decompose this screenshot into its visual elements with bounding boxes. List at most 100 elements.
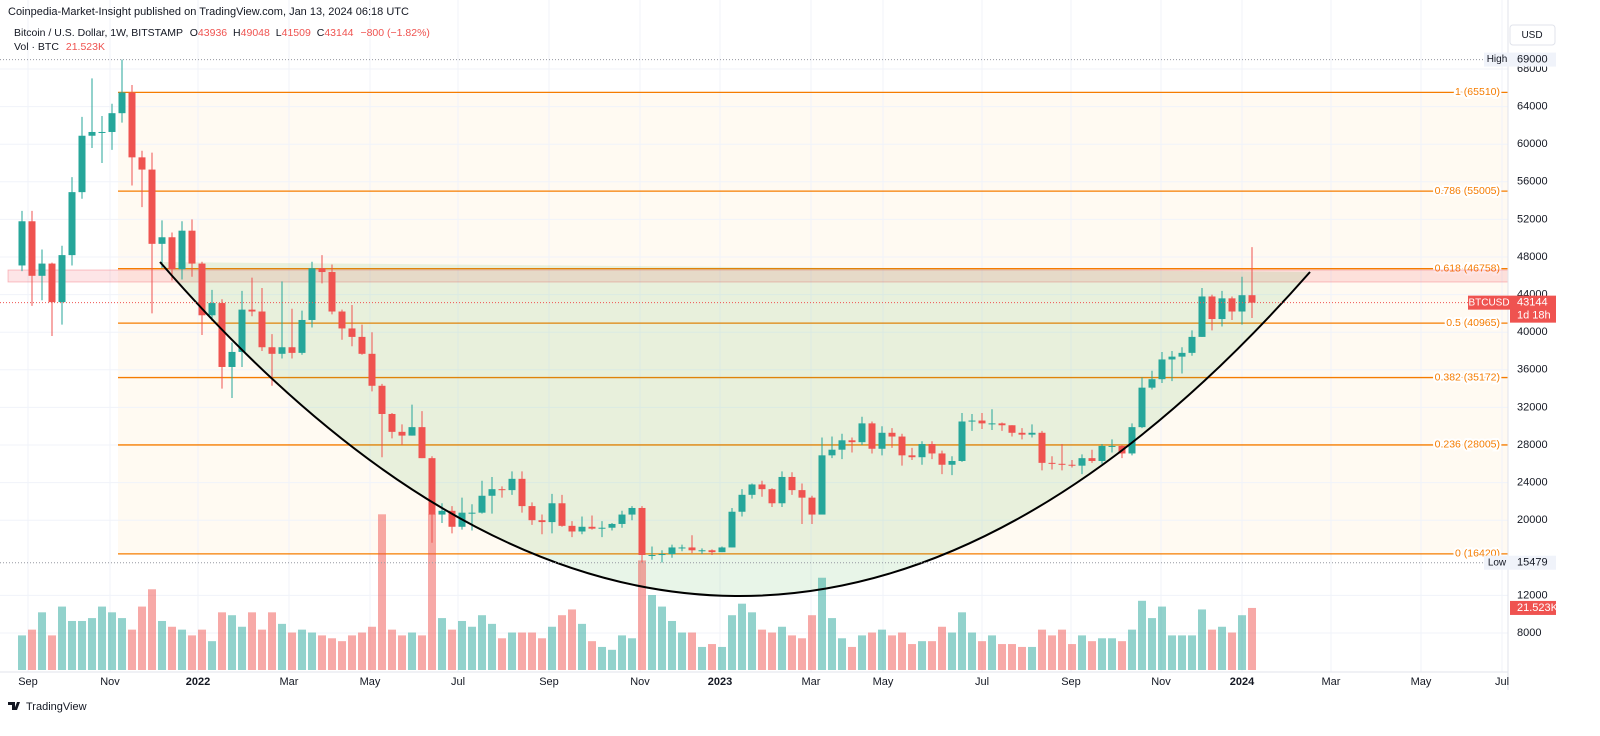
volume-bar	[848, 646, 856, 670]
volume-value: 21.523K	[66, 41, 105, 53]
candle-body	[138, 157, 146, 170]
candle-body	[848, 440, 856, 443]
volume-bar	[648, 595, 656, 670]
volume-bar	[1018, 646, 1026, 670]
price-levels	[0, 59, 1508, 564]
candle-body	[1138, 387, 1146, 428]
volume-bar	[868, 632, 876, 670]
x-tick-label: Sep	[539, 676, 559, 688]
candle-body	[988, 423, 996, 425]
volume-bar	[768, 632, 776, 670]
candle-body	[168, 237, 176, 270]
y-tick-label: 48000	[1517, 251, 1548, 263]
candle-body	[298, 319, 306, 353]
symbol-title: Bitcoin / U.S. Dollar, 1W, BITSTAMP O439…	[14, 27, 430, 39]
volume-bar	[638, 560, 646, 670]
ohlc-value: 43144	[324, 27, 353, 39]
currency-button[interactable]	[1509, 24, 1556, 46]
volume-bar	[1058, 629, 1066, 670]
candle-body	[188, 230, 196, 264]
fib-label: 0.236 (28005)	[1435, 439, 1500, 451]
candle-body	[228, 351, 236, 367]
volume-bar	[298, 629, 306, 670]
candle-body	[1228, 298, 1236, 312]
candle-body	[778, 476, 786, 504]
candle-body	[968, 420, 976, 422]
marker-name-box	[1484, 555, 1510, 570]
volume-bar	[388, 629, 396, 670]
volume-bar	[268, 612, 276, 670]
volume-bar	[1118, 641, 1126, 670]
candle-body	[588, 526, 596, 529]
marker-name: Low	[1488, 557, 1507, 568]
volume-bar	[908, 644, 916, 670]
marker-value: 15479	[1517, 557, 1548, 569]
y-tick-label: 20000	[1517, 514, 1548, 526]
candle-body	[328, 272, 336, 312]
candle-body	[108, 113, 116, 132]
volume-bar	[988, 635, 996, 670]
fib-label: 0.786 (55005)	[1435, 185, 1500, 197]
volume-bar	[478, 615, 486, 670]
candle-body	[378, 385, 386, 414]
y-tick-label: 12000	[1517, 589, 1548, 601]
y-tick-label: 36000	[1517, 364, 1548, 376]
candle-body	[308, 268, 316, 320]
volume-bar	[88, 618, 96, 670]
candle-body	[338, 311, 346, 329]
volume-bar	[168, 626, 176, 670]
candle-body	[428, 458, 436, 515]
volume-bar	[658, 606, 666, 670]
candle-body	[668, 547, 676, 555]
x-tick-label: Jul	[975, 676, 989, 688]
volume-bar	[1028, 646, 1036, 670]
currency-label: USD	[1521, 30, 1542, 41]
volume-bar	[488, 623, 496, 670]
volume-bar	[1168, 635, 1176, 670]
volume-bar	[1208, 629, 1216, 670]
x-tick-label: 2022	[186, 676, 210, 688]
volume-bar	[948, 632, 956, 670]
candle-body	[798, 490, 806, 498]
x-tick-label: Mar	[802, 676, 821, 688]
candle-body	[78, 135, 86, 193]
candle-body	[908, 455, 916, 458]
volume-bar	[568, 609, 576, 670]
volume-legend: Vol · BTC 21.523K	[14, 41, 105, 53]
candle-body	[268, 347, 276, 354]
x-tick-label: Sep	[1061, 676, 1081, 688]
volume-bar	[608, 649, 616, 670]
candle-body	[508, 478, 516, 491]
volume-bar	[518, 632, 526, 670]
candle-body	[218, 303, 226, 367]
x-tick-label: Nov	[630, 676, 650, 688]
volume-bar	[588, 641, 596, 670]
volume-title: Vol · BTC	[14, 41, 59, 53]
brand-logo	[8, 702, 20, 710]
candle-body	[878, 432, 886, 449]
volume-bar	[858, 635, 866, 670]
y-tick-label: 52000	[1517, 213, 1548, 225]
volume-bar	[98, 606, 106, 670]
volume-bar	[68, 620, 76, 670]
candle-body	[548, 503, 556, 523]
volume-tag-box	[1510, 600, 1556, 615]
volume-bar	[188, 635, 196, 670]
marker-value-box	[1510, 52, 1556, 67]
volume-bar	[968, 632, 976, 670]
volume-bar	[1038, 629, 1046, 670]
volume-bar	[898, 632, 906, 670]
candle-body	[658, 554, 666, 556]
volume-bar	[758, 629, 766, 670]
candle-body	[118, 92, 126, 114]
candle-body	[248, 309, 256, 312]
volume-bar	[248, 612, 256, 670]
volume-bar	[318, 635, 326, 670]
candle-body	[58, 255, 66, 303]
volume-bar	[838, 638, 846, 670]
volume-bar	[628, 638, 636, 670]
volume-bar	[428, 514, 436, 670]
volume-bar	[668, 620, 676, 670]
volume-bar	[1078, 635, 1086, 670]
